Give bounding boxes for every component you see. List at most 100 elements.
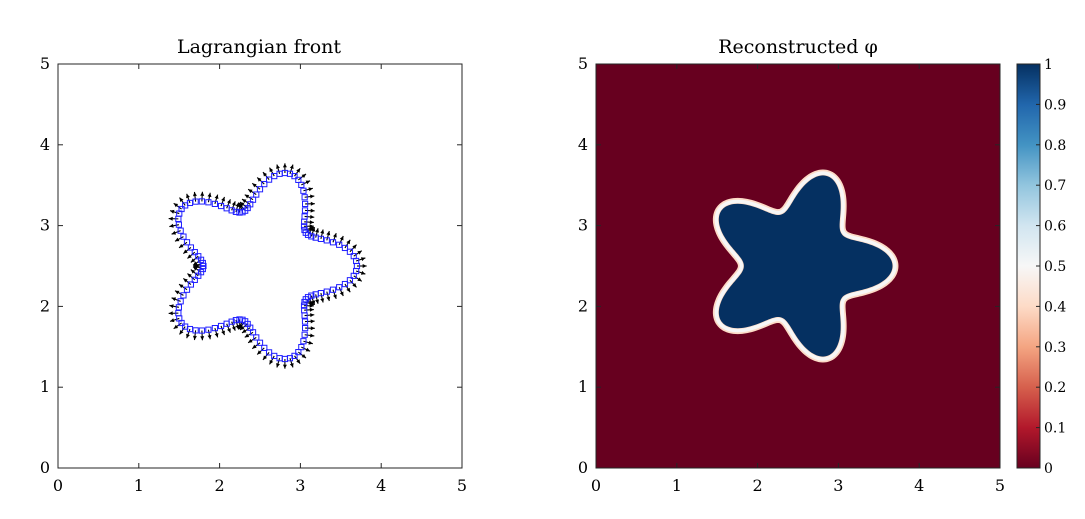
front-marker xyxy=(329,239,337,246)
front-marker xyxy=(300,223,308,230)
front-marker xyxy=(261,181,268,188)
front-marker xyxy=(180,292,187,299)
front-marker xyxy=(199,265,206,273)
normal-arrow xyxy=(174,236,184,242)
front-marker xyxy=(336,284,343,291)
normal-arrow xyxy=(326,230,331,241)
normal-arrow xyxy=(353,275,363,282)
front-marker xyxy=(177,298,184,305)
normal-arrow xyxy=(320,229,325,240)
colorbar-tick-label: 1 xyxy=(1044,57,1053,73)
normal-arrow xyxy=(356,264,367,268)
front-marker xyxy=(187,281,195,288)
normal-arrow xyxy=(231,201,236,211)
front-marker xyxy=(265,349,273,356)
front-marker xyxy=(301,194,308,201)
front-marker xyxy=(302,200,309,208)
normal-arrow xyxy=(174,290,184,296)
right-axes-frame xyxy=(595,63,1001,469)
front-marker xyxy=(341,244,349,252)
normal-arrow xyxy=(169,304,179,309)
front-marker xyxy=(175,304,182,311)
y-tick-label: 4 xyxy=(578,135,588,154)
normal-arrow xyxy=(247,336,257,344)
normal-arrow xyxy=(304,214,315,219)
left-axes-frame xyxy=(57,63,463,469)
y-tick-label: 3 xyxy=(40,216,50,235)
front-marker xyxy=(198,198,205,205)
front-marker xyxy=(301,207,309,214)
x-tick-label: 0 xyxy=(591,476,601,495)
colorbar-gradient xyxy=(1017,64,1040,468)
front-marker xyxy=(300,302,308,309)
normal-arrow xyxy=(186,328,191,339)
front-marker xyxy=(232,208,239,215)
normal-arrow xyxy=(304,313,315,318)
front-marker xyxy=(353,267,360,275)
normal-arrow xyxy=(315,228,320,238)
colorbar-tick-label: 0.2 xyxy=(1044,380,1066,396)
x-tick-label: 4 xyxy=(376,476,386,495)
colorbar-tick-label: 0.9 xyxy=(1044,97,1066,113)
right-chart-title: Reconstructed φ xyxy=(718,36,878,58)
normal-arrow xyxy=(187,273,196,281)
normal-arrow xyxy=(251,182,261,190)
front-marker xyxy=(317,290,324,297)
front-marker xyxy=(302,325,309,332)
normal-arrow xyxy=(182,247,192,254)
normal-arrow xyxy=(256,347,265,355)
front-marker xyxy=(183,286,191,293)
normal-arrow xyxy=(301,180,311,186)
front-marker xyxy=(301,318,309,325)
front-marker xyxy=(191,276,198,283)
front-marker xyxy=(346,248,354,255)
normal-arrow xyxy=(173,202,182,210)
normal-arrow xyxy=(344,283,351,293)
y-tick-label: 5 xyxy=(578,54,588,73)
left-axis-ticks: 0 1 2 3 4 5 0 1 2 3 4 5 xyxy=(40,54,467,495)
normal-arrow xyxy=(269,355,275,365)
colorbar-tick-label: 0 xyxy=(1044,461,1053,477)
front-marker xyxy=(249,329,257,336)
front-marker xyxy=(175,221,182,228)
normal-arrow xyxy=(169,223,179,228)
front-marker xyxy=(205,199,212,206)
front-marker xyxy=(198,327,205,334)
phi-interface-rim-inner xyxy=(714,171,897,361)
left-chart-title: Lagrangian front xyxy=(177,36,341,58)
normal-arrow xyxy=(276,358,281,368)
front-marker xyxy=(187,244,195,251)
normal-arrow xyxy=(353,250,363,257)
normal-arrow xyxy=(235,202,240,213)
normal-arrow xyxy=(338,235,344,246)
normal-arrow xyxy=(304,224,314,229)
front-marker xyxy=(329,286,337,293)
normal-arrow xyxy=(226,199,231,209)
normal-arrow xyxy=(220,325,225,336)
normal-arrow xyxy=(303,187,313,192)
normal-arrow xyxy=(220,196,225,207)
normal-arrow xyxy=(231,321,236,331)
normal-arrow xyxy=(355,270,366,275)
normal-arrow xyxy=(190,269,199,277)
left-plot-area xyxy=(58,64,462,468)
front-marker xyxy=(256,186,264,193)
front-marker xyxy=(312,234,319,241)
normal-arrow xyxy=(276,164,281,174)
front-marker xyxy=(298,344,305,351)
normal-arrow xyxy=(179,197,186,206)
normal-arrow xyxy=(244,194,254,201)
normal-arrow xyxy=(168,216,179,221)
front-marker xyxy=(182,202,189,209)
y-tick-label: 1 xyxy=(578,377,588,396)
reconstructed-phi-panel: Reconstructed φ 0 1 2 3 4 5 0 1 2 3 4 5 xyxy=(578,36,1005,495)
normal-arrow xyxy=(269,167,275,177)
front-marker xyxy=(180,233,187,240)
front-marker xyxy=(217,202,225,210)
normal-arrow xyxy=(349,244,357,253)
normal-arrow xyxy=(169,209,180,215)
front-marker xyxy=(308,233,315,240)
front-marker xyxy=(192,327,199,334)
front-marker xyxy=(323,237,330,244)
